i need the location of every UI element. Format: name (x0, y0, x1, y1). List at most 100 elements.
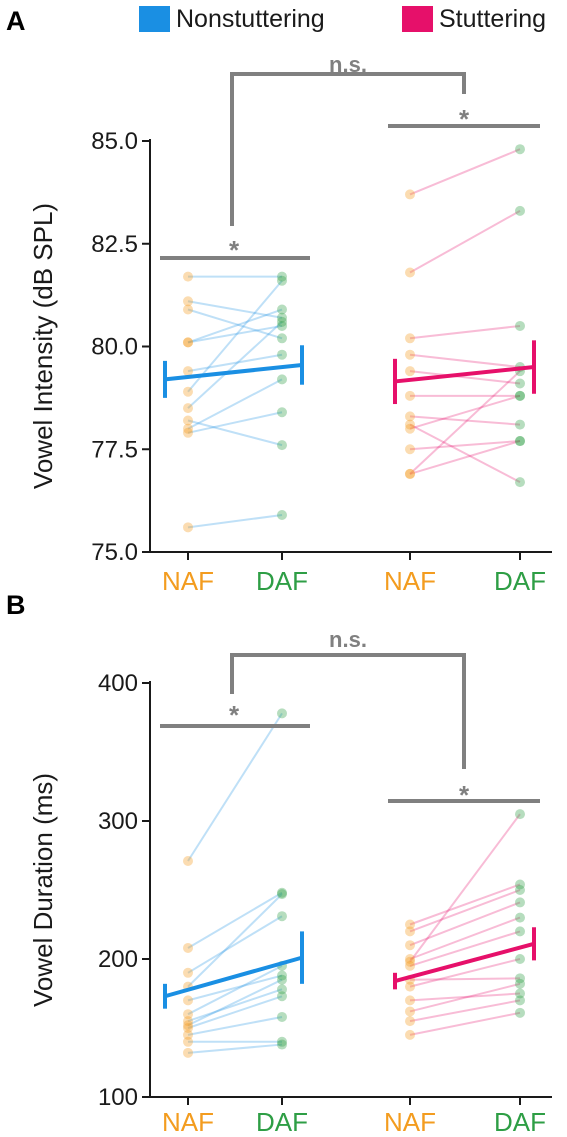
panel-b-nonstuttering-daf-point-7 (277, 970, 287, 981)
panel-a-nonstuttering-daf-point-4 (277, 316, 287, 327)
panel-a-nonstuttering-naf-point-2 (183, 423, 193, 434)
panel-a-stuttering-daf-point-9 (515, 320, 525, 331)
panel-a-stuttering-subject-line-9 (409, 324, 521, 340)
panel-a-stuttering-subject-line-1 (409, 440, 521, 475)
panel-a-ytick-label-4: 85.0 (91, 128, 138, 155)
panel-a-stuttering-naf-point-1 (405, 468, 415, 479)
panel-a-ytick-label-1: 77.5 (91, 436, 138, 463)
panel-a-nonstuttering-naf-point-0 (183, 522, 193, 533)
panel-b-stuttering-subject-line-1 (409, 999, 521, 1023)
panel-a-nonstuttering-subject-line-3 (187, 419, 283, 447)
panel-a-stuttering-mean-line (394, 365, 535, 384)
panel-b-stuttering-daf-point-6 (515, 926, 525, 937)
panel-b-stuttering-naf-point-7 (405, 954, 415, 964)
panel-a-nonstuttering-subject-line-5 (187, 280, 283, 393)
panel-a-plot-layer: 75.0 77.5 80.0 82.5 85.0 (91, 72, 552, 566)
panel-a-nonstuttering-daf-point-11 (277, 271, 287, 282)
panel-a-letter: A (6, 6, 26, 36)
panel-b-stuttering-daf-point-2 (515, 978, 525, 989)
panel-a-stuttering-naf-point-9 (405, 333, 415, 344)
panel-b-stuttering-naf-point-6 (405, 960, 415, 971)
panel-b-stuttering-subject-line-6 (409, 930, 521, 967)
panel-a-stuttering-daf-point-2 (515, 436, 525, 447)
panel-a-nonstuttering-daf-point-9 (277, 333, 287, 344)
panel-a-sig-stuttering: * (459, 104, 470, 134)
panel-b-stuttering-subject-line-10 (409, 883, 521, 926)
panel-b-nonstuttering-naf-point-6 (183, 1009, 193, 1020)
panel-a-stuttering-naf-point-11 (405, 189, 415, 200)
panel-a-nonstuttering-daf-point-7 (277, 320, 287, 331)
panel-b-nonstuttering-daf-point-0 (277, 1039, 287, 1050)
panel-b-stuttering-daf-point-10 (515, 879, 525, 890)
panel-b-nonstuttering-naf-point-4 (183, 1020, 193, 1031)
panel-b-stuttering-naf-point-4 (405, 981, 415, 992)
panel-b-nonstuttering-naf-point-2 (183, 1029, 193, 1040)
panel-b-nonstuttering-naf-point-3 (183, 1023, 193, 1033)
panel-b-nonstuttering-subject-line-7 (187, 974, 283, 1002)
panel-a-sig-nonstuttering: * (229, 235, 240, 265)
panel-a-nonstuttering-subject-line-7 (187, 324, 283, 344)
panel-a-ytick-label-3: 82.5 (91, 231, 138, 258)
panel-b-nonstuttering-subject-line-5 (187, 988, 283, 1023)
panel-b-ytick-label-1: 200 (98, 946, 138, 973)
panel-a-stuttering-naf-point-0 (405, 468, 415, 479)
panel-b-stuttering-naf-point-0 (405, 1029, 415, 1040)
panel-a-stuttering-subject-line-5 (409, 415, 521, 426)
panel-a-sig-between-groups: n.s. (329, 52, 367, 77)
panel-a-nonstuttering-naf-point-6 (183, 366, 193, 377)
panel-b-stuttering-daf-point-9 (515, 885, 525, 895)
panel-b-nonstuttering-subject-line-9 (187, 915, 283, 974)
panel-a-intensity-chart: 75.0 77.5 80.0 82.5 85.0 A Vowel Intensity (… (6, 6, 552, 596)
panel-b-sig-nonstuttering: * (229, 700, 240, 730)
panel-b-nonstuttering-daf-point-3 (277, 991, 287, 1002)
panel-a-nonstuttering-naf-point-8 (183, 337, 193, 348)
panel-a-nonstuttering-naf-point-11 (183, 271, 193, 282)
panel-b-nonstuttering-naf-point-9 (183, 967, 193, 978)
panel-b-xtick-stuttering-daf: DAF (494, 1107, 546, 1137)
panel-a-nonstuttering-daf-point-1 (277, 407, 287, 418)
panel-b-nonstuttering-naf-point-5 (183, 1016, 193, 1027)
panel-a-stuttering-naf-point-5 (405, 411, 415, 422)
panel-b-stuttering-daf-point-3 (515, 988, 525, 999)
legend: Nonstuttering Stuttering (139, 5, 546, 33)
panel-a-stuttering-subject-line-7 (409, 370, 521, 385)
panel-a-nonstuttering-naf-point-7 (183, 337, 193, 348)
panel-b-nonstuttering-daf-point-2 (277, 1011, 287, 1022)
panel-a-nonstuttering-subject-line-1 (187, 411, 283, 434)
panel-b-stuttering-naf-point-1 (405, 1016, 415, 1027)
panel-a-stuttering-daf-point-4 (515, 477, 525, 488)
panel-a-nonstuttering-subject-line-6 (187, 353, 283, 373)
panel-a-xtick-nonstuttering-daf: DAF (256, 566, 308, 596)
panel-a-nonstuttering-subject-line-4 (187, 321, 283, 409)
panel-a-stuttering-daf-point-11 (515, 144, 525, 155)
panel-a-nonstuttering-daf-point-6 (277, 349, 287, 360)
panel-b-stuttering-mean-line (394, 941, 535, 984)
panel-b-duration-chart: 100 200 300 400 B Vowel Duration (ms) NAF D… (6, 590, 552, 1137)
legend-label-stuttering: Stuttering (439, 5, 546, 33)
panel-a-stuttering-daf-point-6 (515, 390, 525, 401)
panel-b-nonstuttering-mean-line (164, 955, 303, 999)
panel-b-nonstuttering-daf-point-1 (277, 1036, 287, 1047)
panel-b-stuttering-daf-point-7 (515, 912, 525, 923)
panel-b-nonstuttering-naf-point-1 (183, 1036, 193, 1047)
panel-a-ytick-label-0: 75.0 (91, 539, 138, 566)
panel-a-xtick-stuttering-daf: DAF (494, 566, 546, 596)
panel-b-stuttering-subject-line-8 (409, 901, 521, 947)
panel-a-nonstuttering-daf-point-8 (277, 304, 287, 315)
panel-b-sig-stuttering: * (459, 780, 470, 810)
panel-a-nonstuttering-subject-line-0 (187, 514, 283, 529)
panel-a-nonstuttering-naf-point-4 (183, 403, 193, 414)
panel-b-ytick-label-3: 400 (98, 670, 138, 697)
panel-b-plot-layer: 100 200 300 400 (98, 653, 552, 1111)
panel-b-stuttering-subject-line-5 (409, 977, 521, 981)
panel-a-stuttering-subject-line-8 (409, 353, 521, 369)
panel-b-nonstuttering-naf-point-0 (183, 1047, 193, 1058)
panel-a-stuttering-daf-point-3 (515, 390, 525, 401)
panel-a-bracket-between-groups (230, 72, 466, 226)
panel-b-nonstuttering-daf-point-4 (277, 974, 287, 985)
panel-b-xtick-nonstuttering-daf: DAF (256, 1107, 308, 1137)
panel-a-stuttering-subject-line-11 (409, 148, 521, 196)
panel-b-nonstuttering-daf-point-10 (277, 887, 287, 898)
panel-b-stuttering-subject-line-3 (409, 992, 521, 1002)
panel-b-stuttering-subject-line-7 (409, 916, 521, 960)
